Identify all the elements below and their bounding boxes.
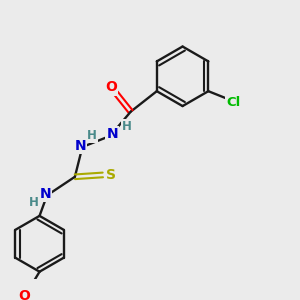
Text: O: O	[19, 289, 31, 300]
Text: N: N	[106, 127, 118, 141]
Text: N: N	[39, 187, 51, 200]
Text: O: O	[105, 80, 117, 94]
Text: N: N	[75, 139, 86, 153]
Text: H: H	[29, 196, 39, 209]
Text: H: H	[122, 120, 132, 133]
Text: S: S	[106, 168, 116, 182]
Text: Cl: Cl	[226, 96, 241, 109]
Text: H: H	[87, 129, 97, 142]
